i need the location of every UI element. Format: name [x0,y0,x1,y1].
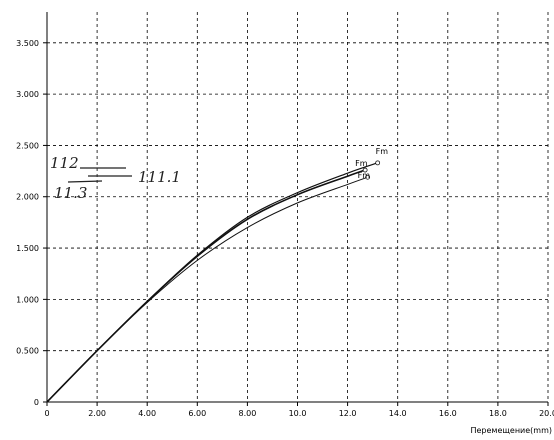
fm-label: Fm [358,171,371,180]
series-end-marker [365,174,371,180]
x-tick-label: 16.0 [439,409,457,418]
handwritten-notes: 112 111.1 11.3 [50,154,181,202]
y-tick-label: 3.500 [16,39,39,48]
x-tick-label: 4.00 [138,409,156,418]
x-tick-label: 6.00 [188,409,206,418]
series-line [46,169,366,403]
y-tick-label: 1.000 [16,295,39,304]
fm-label: Fm [376,147,389,156]
series-line [46,162,378,403]
y-tick-label: 2.500 [16,141,39,150]
handwritten-note: 111.1 [138,168,181,186]
x-tick-label: 12.0 [339,409,357,418]
handwritten-note: 112 [50,154,79,172]
y-tick-label: 2.000 [16,193,39,202]
grid [47,12,549,402]
fm-label: Fm [355,159,368,168]
x-tick-label: 2.00 [88,409,106,418]
y-tick-label: 3.000 [16,90,39,99]
x-tick-label: 8.00 [238,409,256,418]
handwritten-stroke [67,180,103,183]
x-tick-label: 0 [44,409,49,418]
y-tick-label: 1.500 [16,244,39,253]
series-end-marker [375,160,381,166]
series-line [46,176,368,403]
handwritten-note: 11.3 [54,184,87,202]
x-tick-label: 14.0 [389,409,407,418]
series-lines: Fm Fm Fm [46,147,389,403]
x-tick-label: 18.0 [489,409,507,418]
x-axis-label: Перемещение(mm) [470,426,552,435]
x-tick-label: 20.0 [539,409,554,418]
series-end-marker [362,167,368,173]
y-tick-label: 0 [34,398,39,407]
x-tick-label: 10.0 [289,409,307,418]
tick-labels: 0 2.00 4.00 6.00 8.00 10.0 12.0 14.0 16.0 18.0 20.… [16,39,554,418]
y-tick-label: 0.500 [16,347,39,356]
axes [43,12,549,406]
